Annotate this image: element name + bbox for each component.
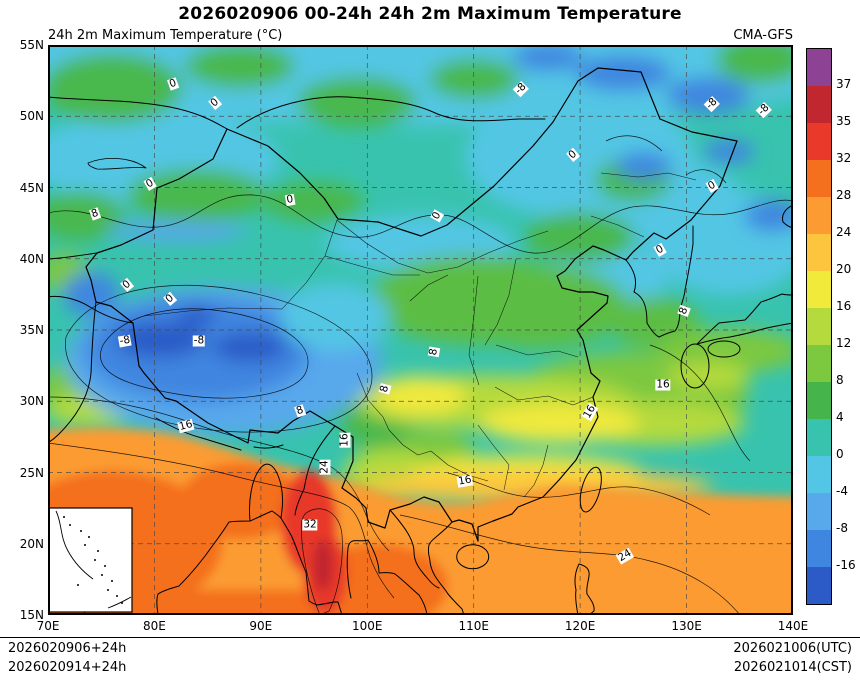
lat-tick-label: 30N (19, 394, 44, 409)
colorbar-segment (807, 197, 831, 234)
colorbar-segment (807, 234, 831, 271)
colorbar-tick-label: 12 (836, 336, 852, 350)
lat-tick-label: 40N (19, 251, 44, 266)
colorbar-tick-label: 32 (836, 151, 852, 165)
lon-tick-label: 70E (36, 619, 60, 633)
colorbar-segment (807, 123, 831, 160)
colorbar-tick-label: 35 (836, 114, 852, 128)
lat-tick-label: 50N (19, 109, 44, 124)
colorbar-segment (807, 493, 831, 530)
field-subtitle: 24h 2m Maximum Temperature (°C) (48, 28, 283, 43)
colorbar-tick-label: 28 (836, 188, 852, 202)
temperature-field (48, 45, 793, 615)
lat-tick-label: 20N (19, 536, 44, 551)
lat-tick-label: 25N (19, 465, 44, 480)
colorbar-segment (807, 419, 831, 456)
footer-init-utc: 2026020906+24h (8, 641, 127, 656)
colorbar-tick-label: -8 (836, 521, 848, 535)
colorbar-segment (807, 530, 831, 567)
plot-frame (48, 45, 793, 615)
colorbar-segment (807, 271, 831, 308)
lat-tick-label: 45N (19, 180, 44, 195)
lon-tick-label: 140E (777, 619, 809, 633)
colorbar-segment (807, 86, 831, 123)
lat-tick-label: 55N (19, 38, 44, 52)
map-plot: 0 0 -8 -8 -8 0 0 0 0 0 0 8 0 0 -8 -8 8 8 8 8 16 16 24 16 16 16 32 2… (48, 45, 793, 615)
colorbar-segment (807, 308, 831, 345)
colorbar-segment (807, 456, 831, 493)
colorbar-tick-label: -16 (836, 558, 856, 572)
colorbar-segment (807, 49, 831, 86)
colorbar-tick-label: 8 (836, 373, 844, 387)
model-label: CMA-GFS (733, 28, 793, 43)
footer-init-cst: 2026020914+24h (8, 660, 127, 675)
colorbar (806, 48, 832, 605)
lat-tick-label: 35N (19, 323, 44, 337)
footer-valid-utc: 2026021006(UTC) (733, 641, 852, 656)
lon-tick-label: 100E (352, 619, 383, 633)
lon-tick-label: 110E (458, 619, 489, 633)
temperature-map (48, 45, 793, 615)
colorbar-tick-label: 0 (836, 447, 844, 461)
grid-lines (48, 45, 793, 615)
inset-islands (63, 516, 123, 604)
colorbar-tick-label: 16 (836, 299, 852, 313)
lon-tick-label: 90E (249, 619, 273, 633)
lon-tick-label: 130E (671, 619, 702, 633)
colorbar-tick-label: -4 (836, 484, 848, 498)
lon-tick-label: 80E (142, 619, 166, 633)
colorbar-segment (807, 382, 831, 419)
colorbar-segment (807, 345, 831, 382)
page-title: 2026020906 00-24h 24h 2m Maximum Tempera… (178, 4, 682, 24)
south-china-sea-inset (48, 507, 133, 613)
colorbar-tick-label: 20 (836, 262, 852, 276)
colorbar-tick-label: 37 (836, 77, 852, 91)
footer-valid-cst: 2026021014(CST) (733, 660, 852, 675)
footer-divider (0, 637, 860, 638)
colorbar-tick-label: 4 (836, 410, 844, 424)
colorbar-tick-label: 24 (836, 225, 852, 239)
colorbar-segment (807, 567, 831, 604)
lon-tick-label: 120E (564, 619, 596, 633)
province-borders (143, 172, 697, 498)
colorbar-segment (807, 160, 831, 197)
lat-tick-label: 15N (19, 608, 44, 622)
